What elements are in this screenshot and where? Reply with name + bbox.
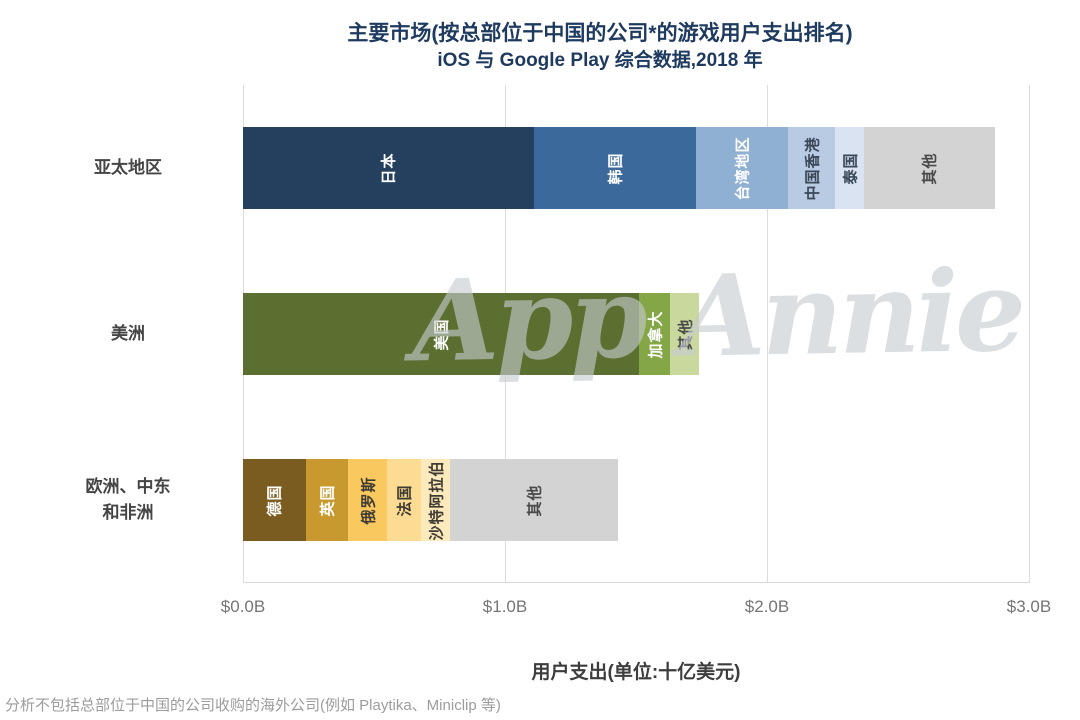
bar-segment-label: 俄罗斯 <box>360 475 378 525</box>
x-axis-line <box>243 582 1029 583</box>
bar-segment-label: 其他 <box>526 483 544 517</box>
x-tick-label-2: $2.0B <box>744 597 790 616</box>
bar-segment: 沙特阿拉伯 <box>421 459 450 541</box>
bar-segment: 台湾地区 <box>696 127 788 209</box>
x-tick-label-1: $1.0B <box>482 597 528 616</box>
bar-segment-label: 法国 <box>396 483 414 517</box>
bar-segment: 德国 <box>243 459 306 541</box>
bar-segment: 其他 <box>864 127 995 209</box>
bar-segment: 中国香港 <box>788 127 835 209</box>
bar-segment: 日本 <box>243 127 534 209</box>
gridline-3 <box>1029 85 1030 583</box>
bar-segment-label: 美国 <box>433 317 451 351</box>
bar-segment: 美国 <box>243 293 639 375</box>
bar-segment: 加拿大 <box>639 293 670 375</box>
bar-segment: 韩国 <box>534 127 696 209</box>
bar-segment: 英国 <box>306 459 348 541</box>
bar-row-0: 日本 韩国 台湾地区 中国香港 泰国 其他 <box>243 127 995 209</box>
bar-segment: 俄罗斯 <box>348 459 387 541</box>
bar-segment-label: 其他 <box>921 151 939 185</box>
bar-segment-label: 日本 <box>380 151 398 185</box>
bar-segment-label: 英国 <box>319 483 337 517</box>
chart-subtitle: iOS 与 Google Play 综合数据,2018 年 <box>437 50 763 71</box>
bar-segment-label: 韩国 <box>607 151 625 185</box>
category-label-line: 亚太地区 <box>94 158 162 177</box>
x-tick-label-3: $3.0B <box>1006 597 1052 616</box>
bar-segment: 法国 <box>387 459 421 541</box>
category-label-1: 美洲 <box>28 293 228 375</box>
x-tick-label-0: $0.0B <box>220 597 266 616</box>
x-axis-title: 用户支出(单位:十亿美元) <box>531 662 741 683</box>
bar-segment-label: 其他 <box>677 317 695 351</box>
chart-title: 主要市场(按总部位于中国的公司*的游戏用户支出排名) <box>347 22 853 45</box>
bar-segment-label: 中国香港 <box>804 135 822 201</box>
bar-segment-label: 台湾地区 <box>734 135 752 201</box>
bar-segment-label: 沙特阿拉伯 <box>428 459 446 541</box>
bar-segment-label: 泰国 <box>842 151 860 185</box>
chart-title-block: 主要市场(按总部位于中国的公司*的游戏用户支出排名) iOS 与 Google … <box>120 20 1080 74</box>
category-label-0: 亚太地区 <box>28 127 228 209</box>
category-label-line: 和非洲 <box>102 503 154 522</box>
bar-segment-label: 德国 <box>266 483 284 517</box>
footnote: 分析不包括总部位于中国的公司收购的海外公司(例如 Playtika、Minicl… <box>5 697 501 714</box>
category-label-line: 美洲 <box>111 324 145 343</box>
category-label-2: 欧洲、中东 和非洲 <box>28 459 228 541</box>
bar-row-1: 美国 加拿大 其他 <box>243 293 699 375</box>
bar-segment-label: 加拿大 <box>647 309 665 359</box>
plot-area: 日本 韩国 台湾地区 中国香港 泰国 其他 美国 加拿大 其他 德国 英国 俄罗斯 法国 沙特阿拉伯 其他 <box>243 85 1030 583</box>
bar-segment: 泰国 <box>835 127 864 209</box>
gridline-2 <box>767 85 768 583</box>
bar-row-2: 德国 英国 俄罗斯 法国 沙特阿拉伯 其他 <box>243 459 618 541</box>
category-label-line: 欧洲、中东 <box>85 477 171 496</box>
bar-segment: 其他 <box>450 459 618 541</box>
bar-segment: 其他 <box>670 293 699 375</box>
